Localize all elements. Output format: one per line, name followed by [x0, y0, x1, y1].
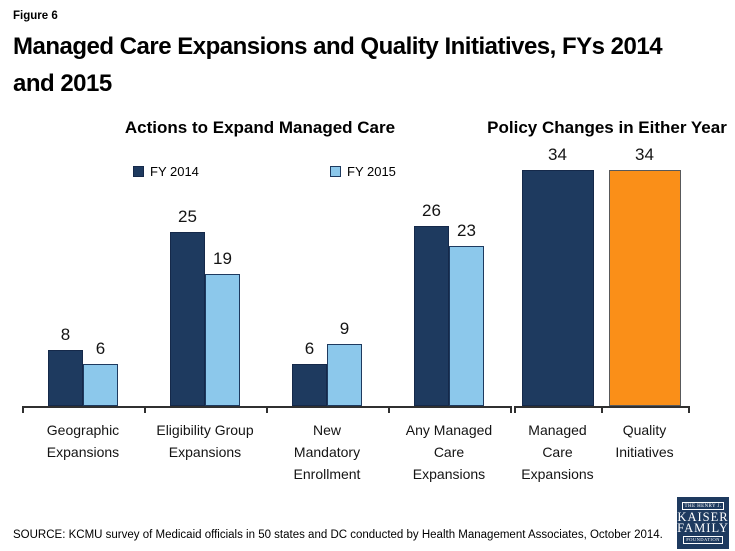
kff-logo-kaiser-text: KAISER: [677, 510, 729, 525]
bar-value-fy-2015-eligibility-group-expansions: 19: [213, 249, 232, 269]
bar-fy-2015-eligibility-group-expansions: [205, 274, 240, 406]
page-title: Managed Care Expansions and Quality Init…: [13, 28, 729, 102]
right-axis-tick: [601, 406, 603, 413]
axis-category-label-eligibility-group-expansions: Eligibility Group Expansions: [144, 419, 266, 463]
left-axis-tick: [388, 406, 390, 413]
page-title-line-1: Managed Care Expansions and Quality Init…: [13, 33, 663, 60]
bar-value-fy-2014-any-managed-care-expansions: 26: [422, 200, 441, 220]
axis-category-label-any-managed-care-expansions: Any Managed Care Expansions: [388, 419, 510, 485]
bar-value-fy-2015-new-mandatory-enrollment: 9: [339, 318, 350, 338]
axis-category-label-line: Quality: [622, 422, 667, 438]
axis-category-label-managed-care-expansions: Managed Care Expansions: [503, 419, 613, 485]
bar-value-fy-2014-new-mandatory-enrollment: 6: [304, 339, 315, 359]
left-axis-tick: [144, 406, 146, 413]
legend-swatch-fy-2014: [133, 165, 144, 177]
axis-category-label-line: Expansions: [46, 444, 120, 460]
axis-category-label-line: Expansions: [521, 466, 594, 482]
axis-category-label-quality-initiatives: Quality Initiatives: [590, 419, 700, 463]
bar-fy-2015-new-mandatory-enrollment: [327, 343, 362, 406]
legend-item-fy-2015: FY 2015: [330, 163, 396, 179]
right-chart-title: Policy Changes in Either Year: [487, 118, 727, 137]
right-axis-tick: [514, 406, 516, 413]
bar-value-fy-2015-geographic-expansions: 6: [95, 339, 106, 359]
axis-category-label-new-mandatory-enrollment: New Mandatory Enrollment: [266, 419, 388, 485]
left-axis-tick: [22, 406, 24, 413]
axis-category-label-line: Enrollment: [293, 466, 361, 482]
bar-value-fy-2014-geographic-expansions: 8: [60, 325, 71, 345]
bar-fy-2015-any-managed-care-expansions: [449, 246, 484, 406]
axis-category-label-line: Care: [433, 444, 465, 460]
bar-fy-2014-new-mandatory-enrollment: [292, 364, 327, 406]
kff-logo-bottom-text: FOUNDATION: [683, 535, 723, 544]
bar-managed-care-expansions: [521, 170, 594, 406]
axis-category-label-line: Initiatives: [615, 444, 674, 460]
axis-category-label-line: Any Managed: [405, 422, 493, 438]
kff-logo: THE HENRY J. KAISER FAMILY FOUNDATION: [677, 497, 729, 549]
axis-category-label-line: Expansions: [412, 466, 486, 482]
axis-category-label-line: Mandatory: [293, 444, 361, 460]
source-note: SOURCE: KCMU survey of Medicaid official…: [13, 529, 663, 541]
axis-category-label-geographic-expansions: Geographic Expansions: [22, 419, 144, 463]
kff-logo-top-text: THE HENRY J.: [681, 502, 725, 511]
bar-fy-2014-eligibility-group-expansions: [170, 232, 205, 406]
axis-category-label-line: Expansions: [168, 444, 242, 460]
bar-quality-initiatives: [608, 170, 681, 406]
legend-item-fy-2014: FY 2014: [133, 163, 199, 179]
page-title-line-2: and 2015: [13, 70, 112, 97]
right-axis-tick: [688, 406, 690, 413]
axis-category-label-line: Eligibility Group: [156, 422, 254, 438]
bar-value-fy-2015-any-managed-care-expansions: 23: [457, 221, 476, 241]
bar-value-fy-2014-eligibility-group-expansions: 25: [178, 207, 197, 227]
figure-label: Figure 6: [13, 10, 58, 22]
left-chart-title: Actions to Expand Managed Care: [124, 118, 396, 137]
bar-fy-2014-any-managed-care-expansions: [414, 225, 449, 406]
kff-logo-family-text: FAMILY: [677, 521, 729, 536]
axis-category-label-line: Geographic: [46, 422, 120, 438]
axis-category-label-line: Managed: [528, 422, 587, 438]
axis-category-label-line: Care: [542, 444, 573, 460]
bar-fy-2014-geographic-expansions: [48, 350, 83, 406]
bar-value-managed-care-expansions: 34: [548, 145, 567, 164]
bar-fy-2015-geographic-expansions: [83, 364, 118, 406]
left-axis-tick: [510, 406, 512, 413]
legend-label-fy-2015: FY 2015: [347, 163, 396, 179]
left-axis-tick: [266, 406, 268, 413]
bar-value-quality-initiatives: 34: [635, 145, 654, 164]
axis-category-label-line: New: [312, 422, 341, 438]
legend-label-fy-2014: FY 2014: [150, 163, 199, 179]
legend-swatch-fy-2015: [330, 165, 341, 177]
